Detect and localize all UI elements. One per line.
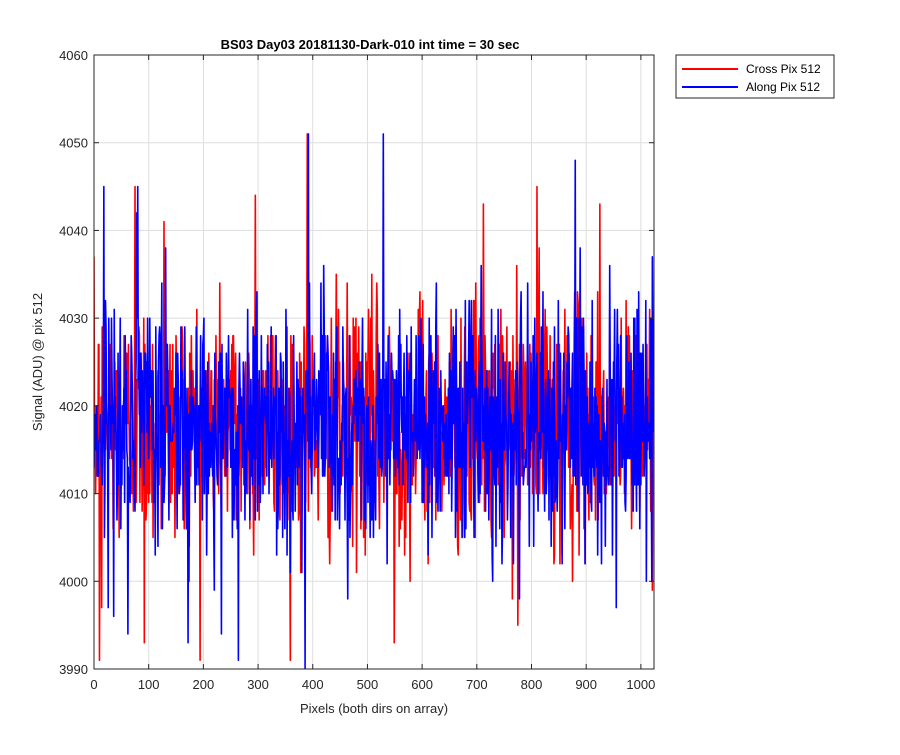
y-tick-label: 4010 — [59, 487, 88, 502]
y-tick-label: 4020 — [59, 399, 88, 414]
y-axis-ticks: 3990 4000 4010 4020 4030 4040 4050 4060 — [59, 48, 654, 677]
x-tick-label: 600 — [411, 677, 433, 692]
legend: Cross Pix 512 Along Pix 512 — [675, 54, 835, 99]
legend-label-along: Along Pix 512 — [746, 80, 820, 94]
y-tick-label: 4060 — [59, 48, 88, 63]
x-tick-label: 1000 — [626, 677, 655, 692]
series-line-along — [94, 133, 654, 669]
plot-frame — [93, 54, 655, 670]
x-tick-label: 500 — [357, 677, 379, 692]
y-tick-label: 4000 — [59, 574, 88, 589]
legend-label-cross: Cross Pix 512 — [746, 62, 821, 76]
y-tick-label: 4040 — [59, 223, 88, 238]
legend-box — [675, 54, 835, 99]
x-tick-label: 900 — [575, 677, 597, 692]
x-tick-label: 100 — [138, 677, 160, 692]
series-group — [94, 133, 654, 669]
x-tick-label: 400 — [302, 677, 324, 692]
x-axis-label: Pixels (both dirs on array) — [300, 701, 448, 716]
y-axis-label: Signal (ADU) @ pix 512 — [30, 293, 45, 431]
x-tick-label: 0 — [90, 677, 97, 692]
y-tick-label: 4050 — [59, 136, 88, 151]
x-tick-label: 800 — [521, 677, 543, 692]
chart-title: BS03 Day03 20181130-Dark-010 int time = … — [221, 37, 520, 52]
x-tick-label: 200 — [193, 677, 215, 692]
x-axis-ticks: 0 100 200 300 400 500 600 700 800 900 1000 — [90, 55, 655, 692]
y-tick-label: 4030 — [59, 311, 88, 326]
x-tick-label: 300 — [247, 677, 269, 692]
y-tick-label: 3990 — [59, 662, 88, 677]
x-tick-label: 700 — [466, 677, 488, 692]
